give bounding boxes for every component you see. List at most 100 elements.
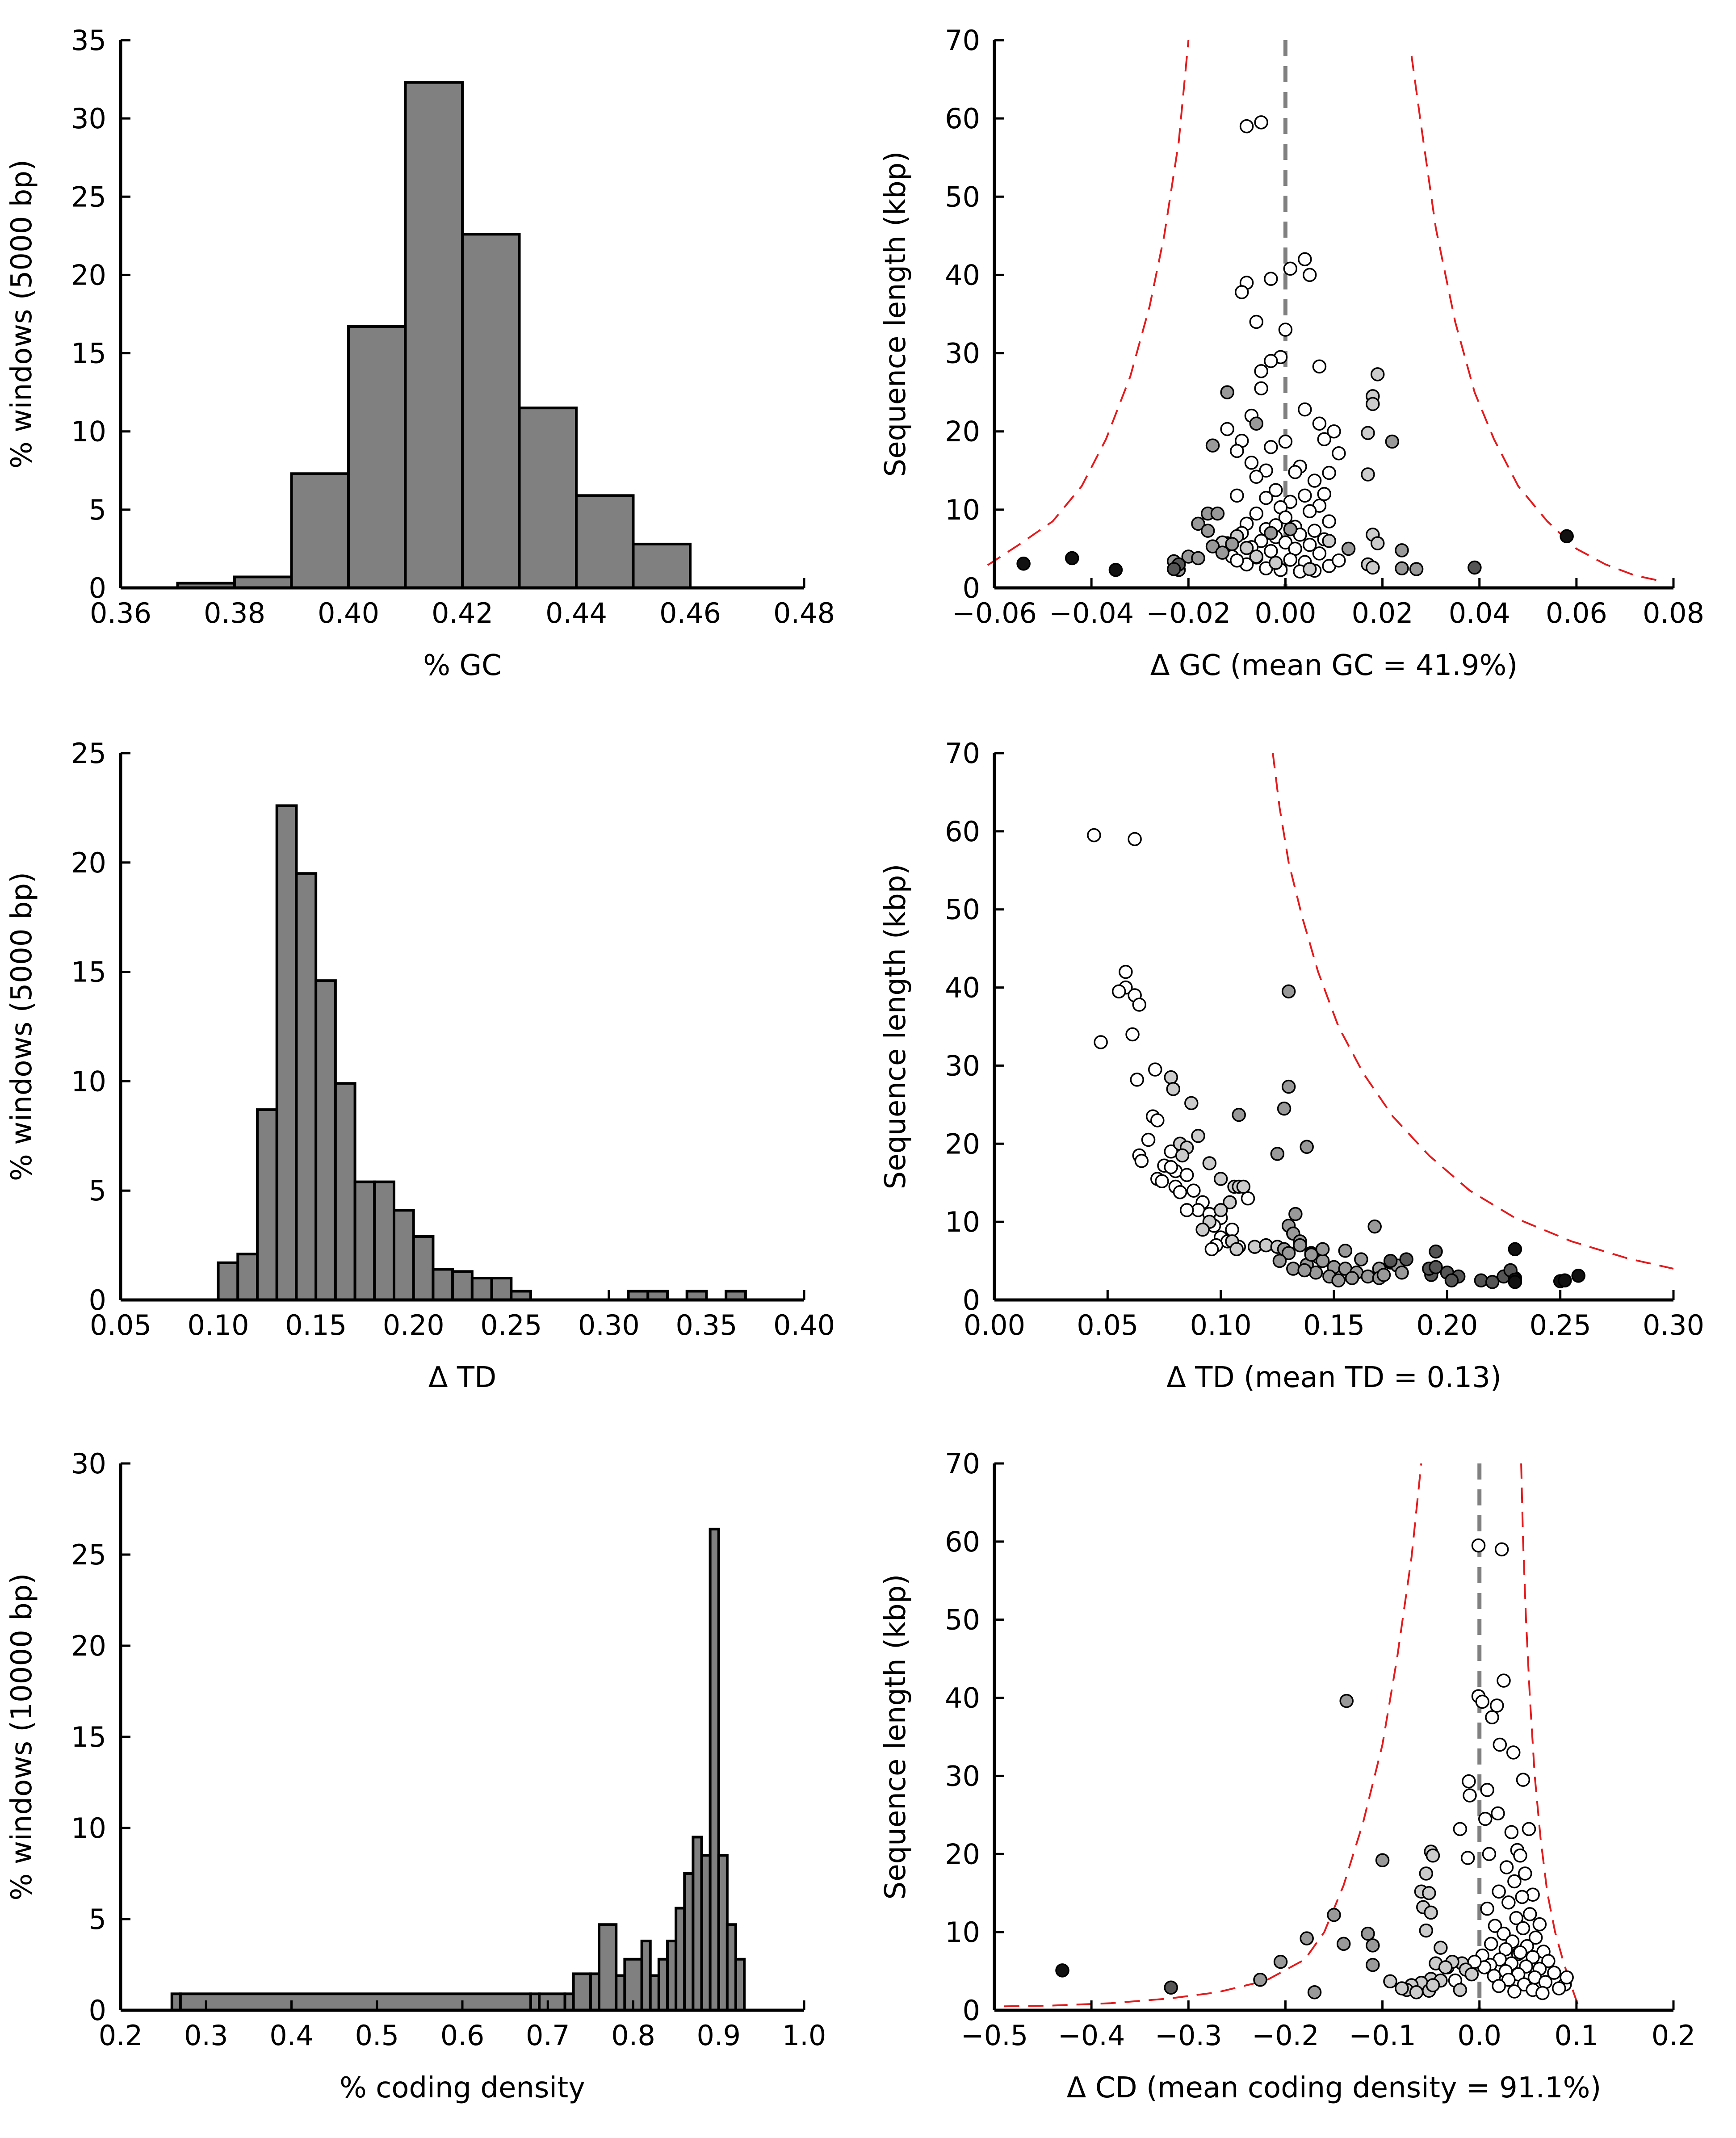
data-point [1547, 1966, 1561, 1980]
data-point [1241, 1191, 1255, 1206]
data-point [1302, 537, 1317, 552]
data-point [1494, 1542, 1509, 1557]
histogram-bar [347, 325, 407, 589]
data-point [1463, 1788, 1477, 1803]
data-point [1254, 381, 1268, 396]
data-point [1179, 1203, 1194, 1217]
data-point [1247, 1240, 1262, 1254]
data-point [1308, 1266, 1323, 1280]
x-tick-label: 0.15 [285, 1309, 347, 1341]
histogram-bar [432, 1268, 454, 1302]
data-point [1307, 1985, 1322, 2000]
y-tick-label: 35 [71, 24, 106, 57]
data-point [1366, 560, 1380, 575]
data-point [1230, 488, 1244, 503]
td-scatter: 0.00 0.05 0.10 0.15 0.20 0.25 0.30 0 10 20 30 40 50 6… [879, 737, 1704, 1394]
data-point [1508, 1275, 1522, 1289]
data-point [1528, 1930, 1543, 1945]
data-point [1317, 487, 1332, 501]
data-point [1288, 1207, 1303, 1221]
x-tick-label: −0.04 [1049, 597, 1134, 629]
y-tick-label: 30 [71, 102, 106, 135]
histogram-bar [236, 1253, 259, 1302]
data-point [1307, 524, 1322, 538]
y-tick-label: 20 [945, 1128, 980, 1160]
data-point [1409, 1985, 1424, 2000]
data-point [1200, 524, 1215, 538]
data-point [1522, 1907, 1537, 1921]
data-point [1515, 1890, 1530, 1904]
bound-curve [1410, 55, 1664, 583]
y-tick-label: 20 [945, 1838, 980, 1870]
data-point [1535, 1986, 1550, 2000]
x-tick-label: 0.5 [355, 2019, 399, 2052]
data-point [1560, 1970, 1574, 1985]
data-point [1277, 1101, 1292, 1116]
x-tick-label: 0.38 [204, 597, 265, 629]
data-point [1225, 1222, 1239, 1237]
y-axis-label: Sequence length (kbp) [879, 151, 912, 477]
data-point [1482, 1847, 1497, 1861]
histogram-bar [572, 1972, 592, 2012]
data-point [1254, 534, 1268, 548]
data-point [1532, 1917, 1547, 1932]
data-point [1302, 504, 1317, 519]
data-point [1016, 556, 1031, 571]
data-point [1383, 1253, 1398, 1268]
histogram-bar [598, 1923, 618, 2012]
data-point [1460, 1851, 1475, 1865]
data-point [1422, 1886, 1436, 1900]
data-point [1462, 1774, 1476, 1789]
y-tick-label: 15 [71, 956, 106, 989]
data-point [1438, 1960, 1453, 1975]
y-tick-label: 60 [945, 102, 980, 135]
y-tick-label: 0 [89, 572, 106, 604]
histogram-bar [256, 1108, 278, 1302]
data-point [1331, 1273, 1346, 1288]
data-point [1213, 1172, 1228, 1186]
data-point [1150, 1113, 1165, 1128]
x-tick-label: 0.30 [578, 1309, 640, 1341]
x-tick-label: 0.00 [1254, 597, 1316, 629]
data-point [1268, 483, 1283, 497]
data-point [1493, 1737, 1507, 1752]
data-point [1187, 1183, 1201, 1198]
data-point [1419, 1923, 1434, 1938]
data-point [1202, 1156, 1217, 1170]
y-axis-label: % windows (5000 bp) [5, 872, 38, 1181]
data-point [1272, 1253, 1287, 1268]
y-axis-label: Sequence length (kbp) [879, 1574, 912, 1900]
data-point [1345, 1271, 1359, 1285]
histogram-bar [404, 81, 464, 589]
data-point [1108, 562, 1123, 577]
data-point [1302, 562, 1317, 576]
data-point [1223, 1195, 1237, 1210]
x-tick-label: 0.05 [90, 1309, 151, 1341]
data-point [1464, 1967, 1479, 1982]
data-point [1175, 1148, 1190, 1163]
data-point [1229, 1242, 1244, 1257]
data-point [1426, 1978, 1440, 1992]
data-point [1509, 1911, 1523, 1925]
x-tick-label: 0.7 [526, 2019, 570, 2052]
histogram-bar [461, 233, 521, 589]
data-point [1273, 1954, 1288, 1969]
data-point [1507, 1984, 1522, 1999]
data-point [1366, 1958, 1380, 1972]
y-tick-label: 20 [71, 847, 106, 879]
x-tick-label: 0.1 [1555, 2019, 1599, 2052]
data-point [1281, 1246, 1296, 1260]
data-point [1220, 385, 1234, 399]
data-point [1366, 1938, 1380, 1953]
x-tick-label: 0.06 [1546, 597, 1607, 629]
y-tick-label: 0 [89, 1284, 106, 1316]
histogram-bar [314, 979, 337, 1302]
data-point [1385, 434, 1400, 449]
data-point [1230, 553, 1244, 568]
data-point [1370, 536, 1385, 550]
y-tick-label: 20 [71, 259, 106, 291]
data-point [1504, 1825, 1519, 1840]
data-point [1215, 545, 1230, 560]
data-point [1492, 1884, 1506, 1899]
